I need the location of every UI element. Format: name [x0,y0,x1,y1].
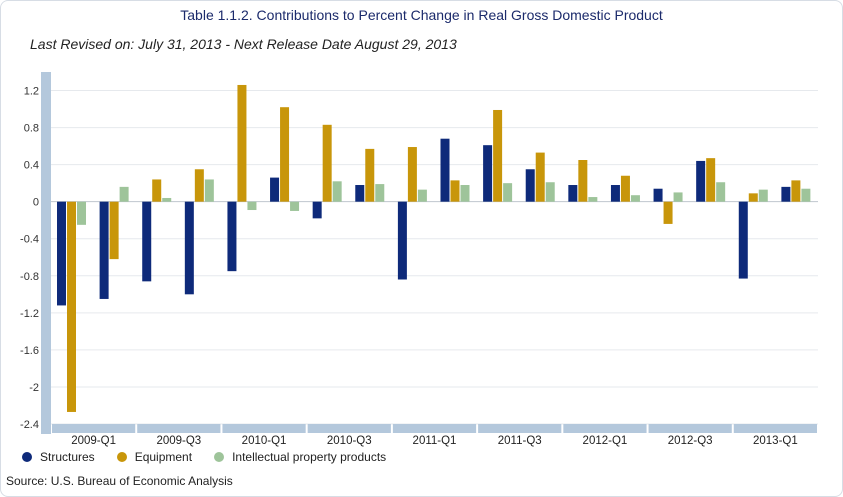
source-note: Source: U.S. Bureau of Economic Analysis [6,474,233,488]
x-tick-label: 2010-Q3 [327,435,372,447]
bar-equipment [748,193,758,202]
bar-structures [57,201,66,306]
bar-structures [525,169,535,202]
y-tick-label: -0.4 [20,234,39,246]
bar-equipment [237,84,247,202]
bar-intellectual-property-products [545,182,555,202]
y-axis-bar [41,72,51,434]
bar-equipment [663,201,673,224]
y-tick-label: 1.2 [24,86,39,98]
bar-intellectual-property-products [77,201,86,225]
bar-intellectual-property-products [716,182,726,202]
y-tick-label: -0.8 [20,271,39,283]
legend: Structures Equipment Intellectual proper… [22,450,408,464]
bar-equipment [407,147,417,202]
legend-item-equipment[interactable]: Equipment [116,450,193,464]
bar-structures [610,185,620,202]
x-axis-segment [137,424,221,433]
bar-equipment [109,201,119,260]
x-tick-label: 2010-Q1 [242,435,287,447]
bar-equipment [365,148,375,202]
x-axis-segment [392,424,477,433]
bar-structures [227,201,237,272]
bar-equipment [706,158,716,202]
bar-equipment [194,169,204,202]
bar-intellectual-property-products [503,183,513,202]
y-tick-label: 0.4 [24,160,39,172]
legend-label: Equipment [134,450,193,464]
bar-structures [270,177,280,202]
chart-subtitle: Last Revised on: July 31, 2013 - Next Re… [30,36,457,52]
x-axis-segment [478,424,562,433]
y-tick-label: -2 [29,382,39,394]
bar-intellectual-property-products [375,184,385,202]
bar-intellectual-property-products [417,189,427,202]
bar-equipment [322,124,332,202]
x-axis-segment [563,424,647,433]
bar-structures [781,186,791,202]
bar-intellectual-property-products [332,181,342,202]
bar-intellectual-property-products [119,186,129,202]
legend-item-structures[interactable]: Structures [22,450,95,464]
bar-intellectual-property-products [247,201,257,211]
x-tick-label: 2012-Q1 [583,435,628,447]
y-tick-label: -2.4 [20,419,39,431]
bar-equipment [535,152,545,202]
bar-structures [99,201,109,299]
bar-structures [483,145,493,202]
bar-structures [142,201,152,282]
bar-structures [568,185,578,202]
x-axis-segment [648,424,732,433]
x-tick-label: 2009-Q3 [156,435,201,447]
x-axis-segment [222,424,306,433]
bar-equipment [493,109,503,202]
bar-equipment [450,180,460,202]
bar-equipment [620,175,630,202]
bar-intellectual-property-products [673,192,683,202]
bar-structures [397,201,407,280]
legend-dot-icon [22,452,32,462]
x-axis-segment [307,424,391,433]
bar-intellectual-property-products [588,197,598,202]
y-tick-label: 0 [33,197,39,209]
y-tick-label: -1.2 [20,308,39,320]
legend-item-intellectual-property[interactable]: Intellectual property products [214,450,386,464]
x-tick-label: 2011-Q1 [413,435,457,447]
bar-structures [440,138,450,202]
legend-dot-icon [116,452,127,462]
x-tick-label: 2013-Q1 [753,435,798,447]
bar-intellectual-property-products [460,185,470,202]
bar-structures [653,188,663,202]
bar-intellectual-property-products [290,201,300,211]
legend-label: Structures [40,450,95,464]
bar-intellectual-property-products [204,179,214,202]
bar-structures [738,201,748,279]
bar-intellectual-property-products [630,195,640,202]
y-tick-label: 0.8 [24,123,39,135]
bar-intellectual-property-products [162,197,172,202]
bar-intellectual-property-products [758,189,768,202]
bar-equipment [791,180,801,202]
x-axis-segment [733,424,817,433]
bar-structures [312,201,322,219]
x-axis-segment [52,424,136,433]
bar-equipment [67,201,76,412]
x-tick-label: 2011-Q3 [498,435,542,447]
chart-title: Table 1.1.2. Contributions to Percent Ch… [180,7,663,23]
legend-dot-icon [214,452,225,462]
bar-structures [355,185,365,202]
legend-label: Intellectual property products [232,450,387,464]
bar-equipment [280,107,290,202]
x-tick-label: 2012-Q3 [668,435,713,447]
bar-structures [696,160,706,202]
bar-equipment [152,179,162,202]
bar-intellectual-property-products [801,188,811,202]
bar-equipment [578,160,588,202]
x-tick-label: 2009-Q1 [71,435,116,447]
bar-structures [184,201,194,295]
y-tick-label: -1.6 [20,345,39,357]
